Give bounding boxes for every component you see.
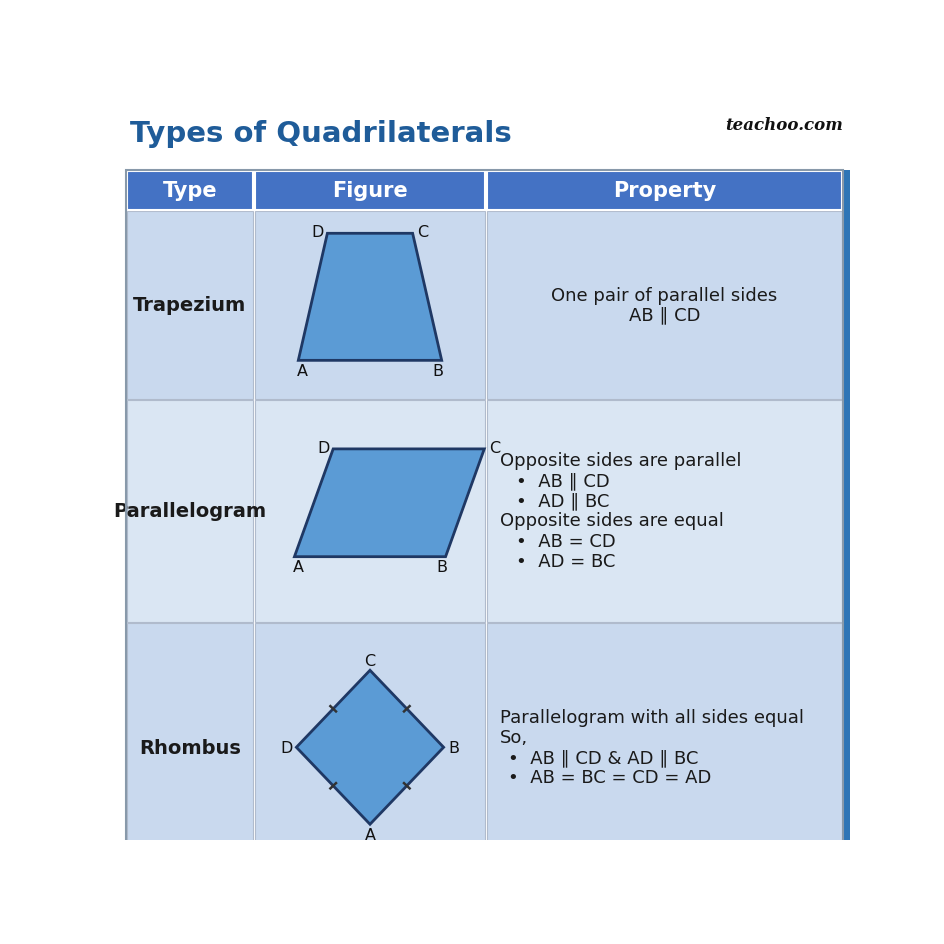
Text: Parallelogram with all sides equal: Parallelogram with all sides equal — [499, 709, 803, 727]
Text: Type: Type — [162, 181, 217, 201]
Text: Opposite sides are parallel: Opposite sides are parallel — [499, 452, 741, 470]
Text: A: A — [364, 827, 375, 842]
Bar — [486, 172, 841, 211]
Polygon shape — [295, 449, 483, 557]
Text: D: D — [311, 225, 323, 240]
Text: •  AB ∥ CD & AD ∥ BC: • AB ∥ CD & AD ∥ BC — [508, 749, 698, 767]
Text: •  AB ∥ CD: • AB ∥ CD — [515, 472, 609, 490]
Text: Parallelogram: Parallelogram — [113, 501, 266, 520]
Text: C: C — [488, 441, 499, 455]
Polygon shape — [298, 234, 441, 361]
Text: Figure: Figure — [331, 181, 408, 201]
Bar — [254, 400, 485, 622]
Bar — [486, 211, 841, 399]
Bar — [254, 623, 485, 872]
Bar — [254, 172, 485, 211]
Text: B: B — [431, 363, 443, 379]
Text: One pair of parallel sides: One pair of parallel sides — [550, 286, 777, 304]
Text: Property: Property — [613, 181, 716, 201]
Text: A: A — [293, 560, 303, 575]
Text: C: C — [416, 225, 428, 240]
Text: •  AB = BC = CD = AD: • AB = BC = CD = AD — [508, 768, 711, 786]
Text: Rhombus: Rhombus — [139, 738, 241, 757]
Bar — [126, 211, 253, 399]
Text: •  AB = CD: • AB = CD — [515, 532, 615, 550]
Bar — [486, 623, 841, 872]
Bar — [126, 400, 253, 622]
Bar — [126, 623, 253, 872]
Text: D: D — [279, 740, 293, 755]
Polygon shape — [296, 670, 443, 824]
Text: B: B — [436, 560, 447, 575]
Bar — [843, 171, 850, 840]
Text: Opposite sides are equal: Opposite sides are equal — [499, 512, 723, 530]
Text: Trapezium: Trapezium — [133, 295, 246, 314]
Text: A: A — [296, 363, 308, 379]
Bar — [254, 211, 485, 399]
Text: Types of Quadrilaterals: Types of Quadrilaterals — [129, 120, 511, 147]
Text: B: B — [447, 740, 459, 755]
Text: teachoo.com: teachoo.com — [724, 117, 842, 134]
Bar — [126, 172, 253, 211]
Text: D: D — [316, 441, 329, 455]
Text: AB ∥ CD: AB ∥ CD — [628, 306, 700, 324]
Text: •  AD ∥ BC: • AD ∥ BC — [515, 492, 609, 510]
Text: C: C — [364, 653, 375, 668]
Text: •  AD = BC: • AD = BC — [515, 552, 615, 570]
Text: So,: So, — [499, 729, 528, 747]
Bar — [486, 400, 841, 622]
